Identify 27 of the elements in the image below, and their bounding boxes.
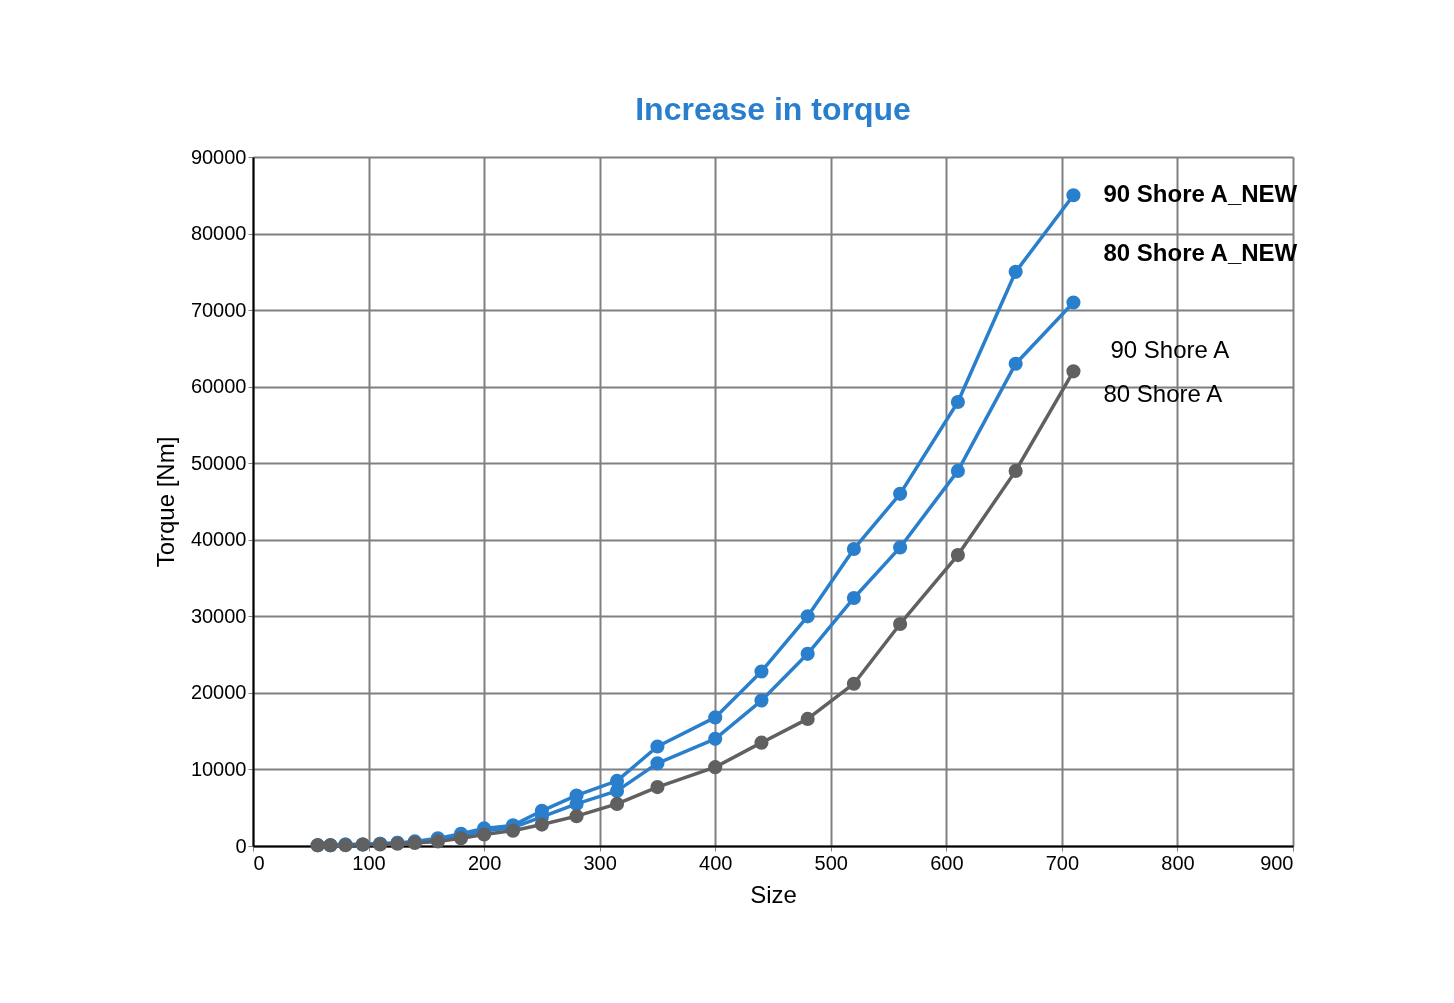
y-tick-label: 20000 (190, 681, 247, 704)
x-tick-label: 500 (814, 851, 848, 874)
y-tick-label: 0 (235, 834, 247, 857)
x-tick-label: 800 (1161, 851, 1195, 874)
chart-title: Increase in torque (635, 91, 911, 127)
annotation: 90 Shore A (1110, 336, 1230, 364)
series-label: 80 Shore A (1103, 380, 1223, 408)
y-tick-label: 80000 (190, 222, 247, 245)
y-tick-label: 90000 (190, 145, 247, 168)
x-tick-label: 0 (253, 851, 265, 874)
y-tick-label: 70000 (190, 298, 247, 321)
x-tick-label: 200 (467, 851, 502, 874)
y-tick-label: 10000 (190, 757, 247, 780)
y-tick-label: 30000 (190, 604, 247, 627)
series-label: 90 Shore A_NEW (1103, 180, 1298, 208)
x-tick-label: 600 (930, 851, 964, 874)
x-tick-label: 100 (352, 851, 386, 874)
y-axis-title: Torque [Nm] (151, 436, 179, 568)
series-label: 80 Shore A_NEW (1103, 239, 1298, 267)
x-tick-label: 700 (1045, 851, 1080, 874)
x-axis-title: Size (750, 880, 797, 908)
x-tick-label: 900 (1260, 851, 1294, 874)
y-tick-label: 50000 (190, 451, 247, 474)
y-tick-label: 60000 (190, 375, 247, 398)
x-tick-label: 400 (699, 851, 733, 874)
x-tick-label: 300 (583, 851, 617, 874)
y-tick-label: 40000 (190, 528, 247, 551)
